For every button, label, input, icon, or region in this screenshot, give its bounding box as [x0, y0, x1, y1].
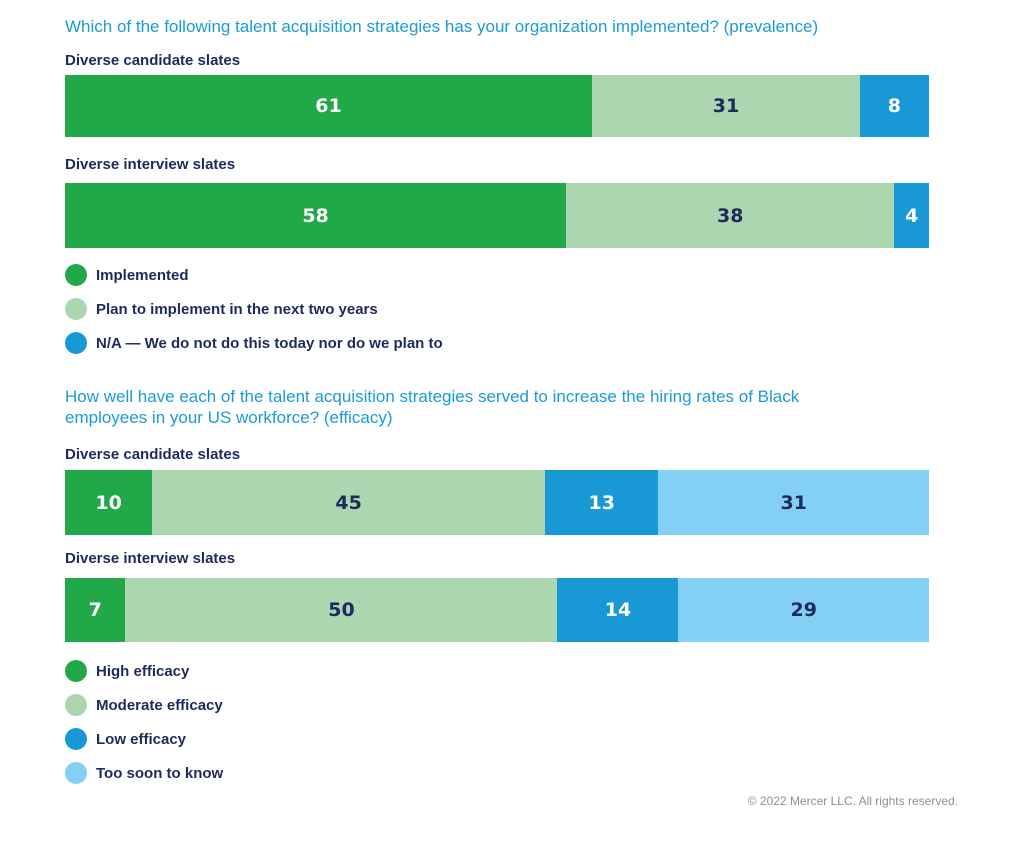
legend-label-na: N/A — We do not do this today nor do we …	[96, 334, 443, 352]
chart-2-row-label-interview: Diverse interview slates	[65, 550, 236, 567]
chart-1-legend: Implemented Plan to implement in the nex…	[65, 264, 443, 366]
chart-1-row-label-candidate: Diverse candidate slates	[65, 52, 241, 69]
legend-label-implemented: Implemented	[96, 266, 189, 284]
chart-2-bar-interview-too-soon: 29	[678, 578, 929, 642]
chart-2-title: How well have each of the talent acquisi…	[65, 387, 800, 427]
legend-swatch-high-efficacy	[65, 660, 87, 682]
legend-label-moderate-efficacy: Moderate efficacy	[96, 696, 223, 714]
legend-swatch-implemented	[65, 264, 87, 286]
chart-2-bar-interview-moderate: 50	[125, 578, 558, 642]
chart-2-bar-candidate-moderate: 45	[152, 470, 545, 535]
chart-2-bar-interview: 7 50 14 29	[65, 578, 929, 642]
legend-item-plan: Plan to implement in the next two years	[65, 298, 443, 320]
chart-2-bar-interview-high: 7	[65, 578, 126, 642]
legend-item-high-efficacy: High efficacy	[65, 660, 223, 682]
chart-2-bar-candidate-high: 10	[65, 470, 153, 535]
chart-2-bar-candidate-too-soon: 31	[658, 470, 929, 535]
chart-2-bar-candidate-low: 13	[544, 470, 659, 535]
chart-1-row-label-interview: Diverse interview slates	[65, 156, 236, 173]
legend-item-na: N/A — We do not do this today nor do we …	[65, 332, 443, 354]
legend-label-too-soon: Too soon to know	[96, 764, 224, 782]
chart-1-bar-interview-na: 4	[894, 183, 929, 248]
chart-1-title: Which of the following talent acquisitio…	[65, 17, 819, 36]
legend-item-implemented: Implemented	[65, 264, 443, 286]
chart-2-legend: High efficacy Moderate efficacy Low effi…	[65, 660, 223, 796]
legend-swatch-too-soon	[65, 762, 87, 784]
chart-1-bar-candidate-implemented: 61	[65, 75, 593, 137]
chart-2-bar-interview-low: 14	[557, 578, 679, 642]
legend-swatch-moderate-efficacy	[65, 694, 87, 716]
chart-2-bar-candidate: 10 45 13 31	[65, 470, 929, 535]
legend-swatch-plan	[65, 298, 87, 320]
chart-1-bar-interview-implemented: 58	[65, 183, 567, 248]
chart-1-bar-candidate: 61 31 8	[65, 75, 929, 137]
legend-label-low-efficacy: Low efficacy	[96, 730, 187, 748]
chart-2-row-label-candidate: Diverse candidate slates	[65, 446, 241, 463]
legend-item-low-efficacy: Low efficacy	[65, 728, 223, 750]
legend-swatch-na	[65, 332, 87, 354]
chart-1-bar-interview-plan: 38	[566, 183, 895, 248]
chart-1-bar-candidate-plan: 31	[592, 75, 860, 137]
legend-swatch-low-efficacy	[65, 728, 87, 750]
legend-item-moderate-efficacy: Moderate efficacy	[65, 694, 223, 716]
copyright-text: © 2022 Mercer LLC. All rights reserved.	[747, 794, 958, 808]
chart-1-bar-candidate-na: 8	[859, 75, 929, 137]
chart-1-bar-interview: 58 38 4	[65, 183, 929, 248]
legend-label-plan: Plan to implement in the next two years	[96, 300, 378, 318]
legend-label-high-efficacy: High efficacy	[96, 662, 190, 680]
legend-item-too-soon: Too soon to know	[65, 762, 223, 784]
